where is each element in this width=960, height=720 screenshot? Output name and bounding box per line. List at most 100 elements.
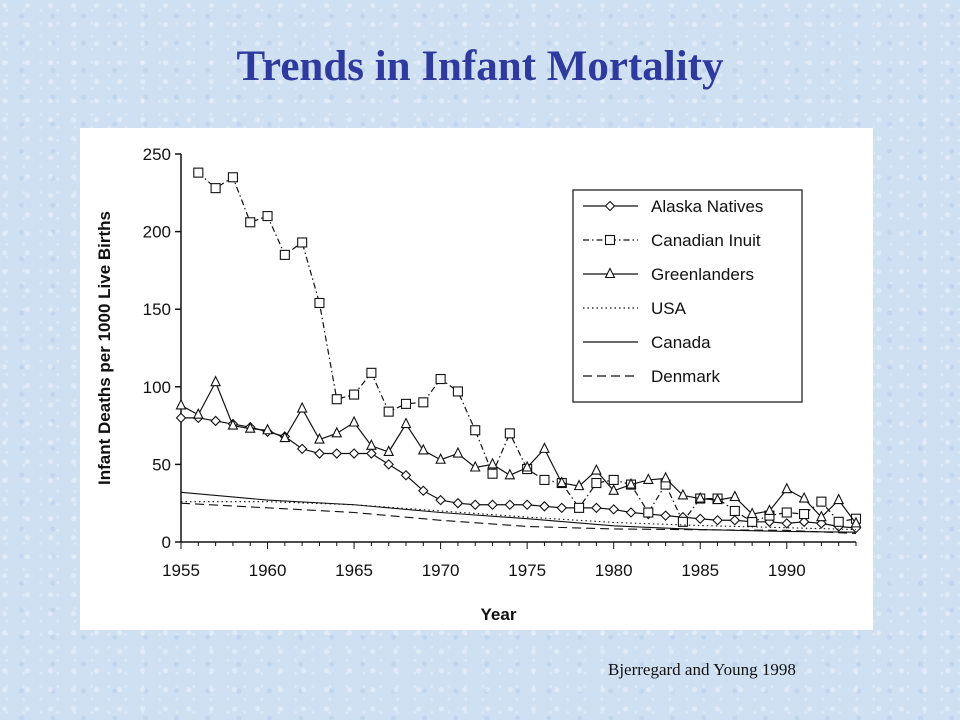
y-tick-label: 200 — [143, 223, 171, 242]
y-tick-label: 100 — [143, 378, 171, 397]
data-point-greenlanders — [660, 471, 672, 483]
data-point-canadian-inuit — [418, 397, 429, 408]
data-point-greenlanders — [192, 408, 204, 419]
data-point-greenlanders — [729, 490, 741, 502]
series-line-denmark — [180, 502, 857, 535]
data-point-alaska-natives — [331, 448, 343, 459]
slide-title: Trends in Infant Mortality — [236, 43, 724, 90]
data-point-greenlanders — [331, 426, 343, 438]
data-point-greenlanders — [556, 476, 568, 488]
data-point-canadian-inuit — [297, 237, 308, 248]
data-point-canadian-inuit — [781, 507, 792, 518]
data-point-alaska-natives — [348, 448, 360, 459]
chart-panel: 0 50 100 150 200 250 1955 1960 1965 1970 1975 1980 1… — [80, 128, 873, 630]
y-tick-label: 0 — [162, 533, 171, 552]
legend-label: USA — [651, 299, 687, 318]
data-point-canadian-inuit — [608, 474, 619, 485]
data-point-canadian-inuit — [435, 373, 446, 385]
data-point-canadian-inuit — [677, 516, 688, 527]
data-point-canadian-inuit — [262, 211, 273, 222]
legend-label: Canada — [651, 333, 711, 352]
data-point-greenlanders — [504, 468, 516, 480]
data-point-canadian-inuit — [539, 474, 550, 485]
data-point-alaska-natives — [798, 516, 810, 528]
data-point-greenlanders — [417, 443, 429, 455]
series-denmark — [180, 502, 857, 535]
data-point-canadian-inuit — [591, 477, 602, 489]
data-point-greenlanders — [833, 493, 845, 505]
data-point-alaska-natives — [521, 499, 533, 511]
x-tick-label: 1960 — [249, 561, 287, 580]
legend-swatch-marker — [604, 267, 616, 279]
data-point-canadian-inuit — [487, 468, 498, 479]
data-point-greenlanders — [694, 491, 706, 503]
y-axis-label: Infant Deaths per 1000 Live Births — [95, 211, 114, 485]
data-point-alaska-natives — [383, 459, 394, 470]
x-tick-label: 1965 — [335, 561, 373, 580]
data-point-alaska-natives — [591, 502, 602, 514]
legend-swatch-marker — [604, 200, 616, 212]
data-point-alaska-natives — [400, 469, 412, 481]
data-point-greenlanders — [539, 442, 550, 453]
data-point-canadian-inuit — [366, 367, 377, 378]
x-tick-label: 1990 — [768, 561, 806, 580]
data-point-alaska-natives — [366, 448, 377, 459]
data-point-canadian-inuit — [729, 505, 740, 517]
data-point-alaska-natives — [660, 510, 671, 521]
series-alaska-natives — [175, 412, 862, 534]
series-greenlanders — [175, 375, 862, 528]
data-point-alaska-natives — [729, 514, 741, 526]
data-point-alaska-natives — [539, 501, 550, 512]
data-point-canadian-inuit — [193, 167, 204, 178]
data-point-alaska-natives — [625, 507, 637, 518]
data-point-greenlanders — [262, 423, 273, 435]
data-point-greenlanders — [383, 445, 395, 457]
legend-item-greenlanders: Greenlanders — [583, 265, 754, 284]
data-point-canadian-inuit — [383, 406, 394, 417]
data-point-alaska-natives — [452, 497, 464, 509]
data-point-greenlanders — [400, 417, 412, 429]
x-tick-label: 1955 — [162, 561, 200, 580]
data-point-greenlanders — [469, 460, 481, 472]
data-point-alaska-natives — [487, 499, 498, 511]
legend-item-canada: Canada — [583, 333, 711, 352]
data-point-canadian-inuit — [331, 394, 342, 405]
legend-item-denmark: Denmark — [583, 367, 720, 386]
x-tick-label: 1985 — [681, 561, 719, 580]
data-point-alaska-natives — [314, 448, 325, 459]
x-tick-label: 1970 — [422, 561, 460, 580]
data-point-canadian-inuit — [210, 183, 221, 194]
legend-label: Greenlanders — [651, 265, 754, 284]
data-point-canadian-inuit — [245, 217, 256, 228]
x-axis-label: Year — [481, 605, 517, 624]
data-point-greenlanders — [781, 482, 793, 494]
data-point-canadian-inuit — [574, 502, 585, 513]
data-point-greenlanders — [712, 493, 723, 505]
data-point-greenlanders — [348, 415, 360, 427]
data-point-canadian-inuit — [504, 428, 515, 439]
data-point-greenlanders — [850, 516, 862, 528]
data-point-alaska-natives — [556, 502, 568, 514]
data-point-greenlanders — [677, 488, 689, 500]
data-point-greenlanders — [642, 473, 654, 484]
legend-item-usa: USA — [583, 299, 687, 318]
data-point-greenlanders — [608, 484, 620, 495]
data-point-canadian-inuit — [816, 496, 827, 507]
data-point-canadian-inuit — [349, 389, 360, 400]
legend-label: Canadian Inuit — [651, 231, 761, 250]
data-point-greenlanders — [625, 477, 637, 489]
data-point-alaska-natives — [175, 412, 187, 424]
legend-item-canadian-inuit: Canadian Inuit — [583, 231, 761, 250]
series-line-usa — [181, 501, 857, 531]
data-point-greenlanders — [764, 504, 775, 516]
x-tick-label: 1980 — [595, 561, 633, 580]
data-point-canadian-inuit — [400, 398, 412, 409]
data-point-canadian-inuit — [747, 516, 758, 527]
infant-mortality-chart: 0 50 100 150 200 250 1955 1960 1965 1970 1975 1980 1… — [95, 145, 862, 624]
data-point-alaska-natives — [712, 514, 723, 526]
source-caption: Bjerregard and Young 1998 — [608, 660, 796, 679]
data-point-canadian-inuit — [227, 172, 238, 183]
legend-label: Denmark — [651, 367, 720, 386]
data-point-greenlanders — [279, 431, 291, 443]
data-point-greenlanders — [590, 463, 602, 475]
